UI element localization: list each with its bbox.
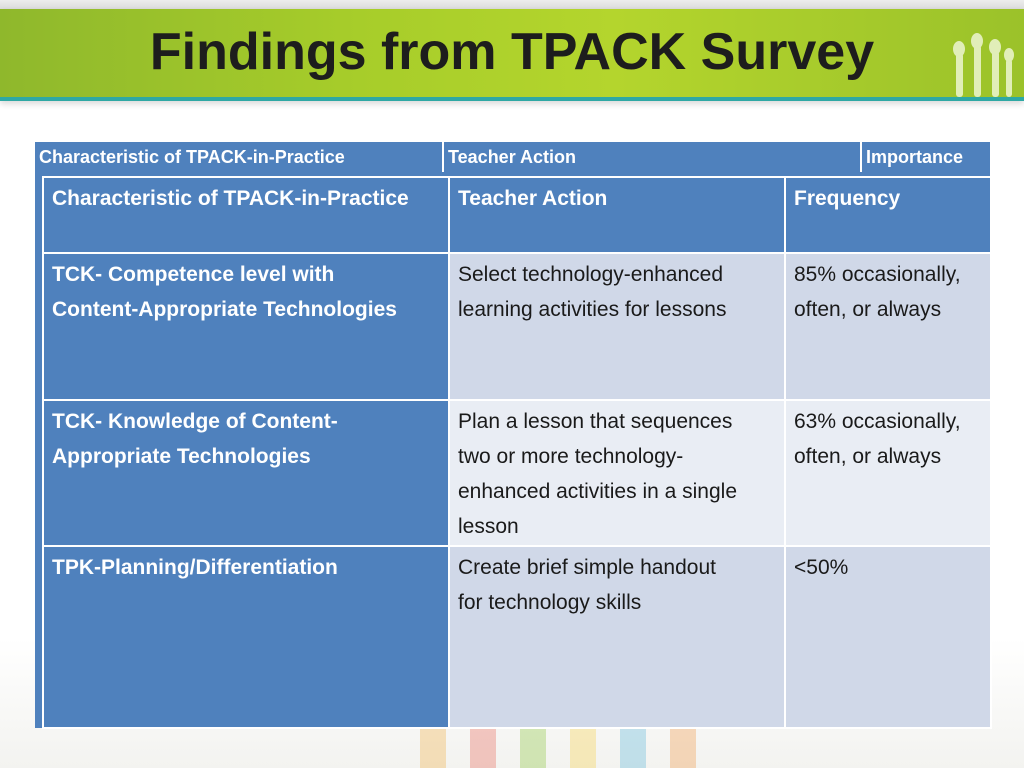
frequency-line: often, or always [794, 445, 942, 468]
table-header-row: Characteristic of TPACK-in-Practice Teac… [42, 176, 992, 254]
frequency-line: 63% occasionally, [794, 410, 961, 433]
header-teacher-action: Teacher Action [448, 176, 786, 254]
action-line: learning activities for lessons [458, 298, 727, 321]
frequency-cell: <50% [784, 545, 992, 729]
ghost-header-characteristic: Characteristic of TPACK-in-Practice [35, 142, 444, 172]
teacher-action-cell: Select technology-enhanced learning acti… [448, 252, 786, 401]
characteristic-line: TPK-Planning/Differentiation [52, 556, 338, 579]
characteristic-cell: TCK- Knowledge of Content- Appropriate T… [42, 399, 450, 547]
frequency-cell: 63% occasionally, often, or always [784, 399, 992, 547]
title-banner [0, 9, 1024, 101]
frequency-line: <50% [794, 556, 849, 579]
action-line: Select technology-enhanced [458, 263, 724, 286]
slide-title: Findings from TPACK Survey [149, 23, 875, 81]
teacher-action-cell: Create brief simple handout for technolo… [448, 545, 786, 729]
teacher-action-cell: Plan a lesson that sequences two or more… [448, 399, 786, 547]
findings-table: Characteristic of TPACK-in-Practice Teac… [42, 176, 992, 729]
ghost-header-action: Teacher Action [444, 142, 862, 172]
header-frequency: Frequency [784, 176, 992, 254]
characteristic-line: Content-Appropriate Technologies [52, 298, 397, 321]
action-line: lesson [458, 515, 519, 538]
action-line: Plan a lesson that sequences [458, 410, 733, 433]
raised-hands-icon [953, 33, 1014, 97]
ghost-header-importance: Importance [862, 142, 990, 172]
action-line: for technology skills [458, 591, 642, 614]
action-line: Create brief simple handout [458, 556, 716, 579]
header-characteristic: Characteristic of TPACK-in-Practice [42, 176, 450, 254]
characteristic-line: TCK- Competence level with [52, 263, 335, 286]
action-line: two or more technology- [458, 445, 684, 468]
action-line: enhanced activities in a single [458, 480, 738, 503]
characteristic-line: Appropriate Technologies [52, 445, 311, 468]
background-table-header: Characteristic of TPACK-in-Practice Teac… [35, 142, 990, 172]
header-topline [0, 0, 1024, 9]
characteristic-line: TCK- Knowledge of Content- [52, 410, 338, 433]
frequency-cell: 85% occasionally, often, or always [784, 252, 992, 401]
characteristic-cell: TPK-Planning/Differentiation [42, 545, 450, 729]
frequency-line: 85% occasionally, [794, 263, 961, 286]
table-row: TCK- Competence level with Content-Appro… [42, 252, 992, 401]
frequency-line: often, or always [794, 298, 942, 321]
table-row: TCK- Knowledge of Content- Appropriate T… [42, 399, 992, 547]
table-row: TPK-Planning/Differentiation Create brie… [42, 545, 992, 729]
characteristic-cell: TCK- Competence level with Content-Appro… [42, 252, 450, 401]
